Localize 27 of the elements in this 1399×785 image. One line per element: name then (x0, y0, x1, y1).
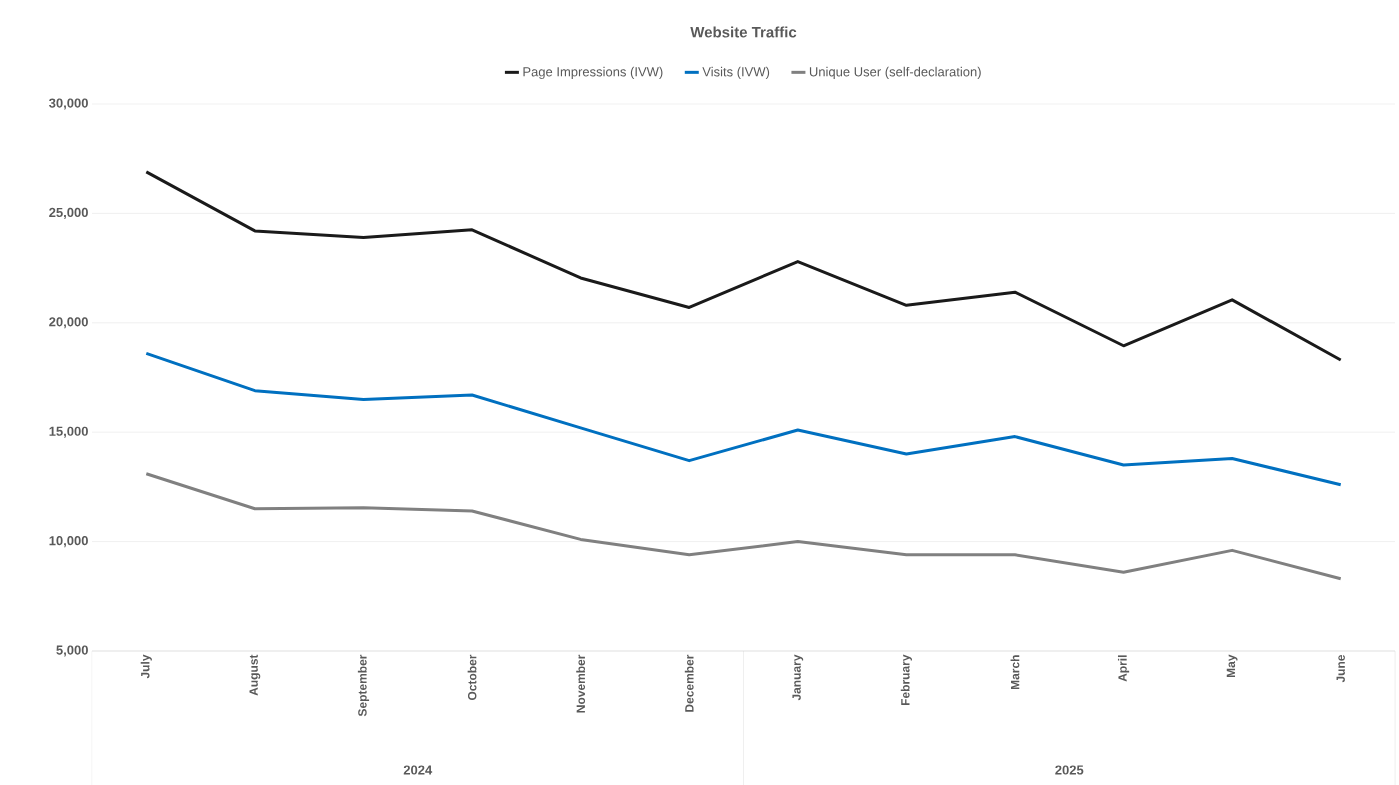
x-tick-label: March (1010, 655, 1020, 689)
x-tick-label: May (1226, 654, 1238, 677)
x-tick-label: November (576, 654, 586, 713)
y-tick-label: 30,000 (49, 98, 88, 110)
legend-label: Unique User (self-declaration) (809, 66, 981, 79)
y-tick-label: 20,000 (49, 317, 88, 329)
text: 2025 (1055, 765, 1084, 775)
legend-label: Visits (IVW) (702, 66, 770, 79)
y-tick-label: 5,000 (56, 645, 88, 657)
x-tick-label: December (684, 654, 694, 712)
y-tick-label: 10,000 (49, 535, 88, 548)
x-tick-label: July (140, 654, 152, 679)
x-tick-label: August (249, 654, 261, 696)
x-tick-label: September (357, 654, 370, 717)
y-tick-label: 15,000 (49, 426, 88, 438)
x-tick-label: April (1117, 655, 1130, 682)
x-tick-label: February (900, 654, 912, 705)
x-tick-label: January (792, 654, 804, 701)
x-tick-label: June (1336, 654, 1345, 683)
line-series (144, 351, 1343, 487)
x-tick-label: October (467, 654, 477, 700)
legend-label: Page Impressions (IVW) (523, 66, 663, 79)
y-tick-label: 25,000 (49, 207, 88, 219)
chart-title: Website Traffic (690, 26, 797, 38)
line-series (144, 170, 1343, 362)
text: 2024 (403, 765, 433, 775)
line-series (144, 472, 1343, 581)
